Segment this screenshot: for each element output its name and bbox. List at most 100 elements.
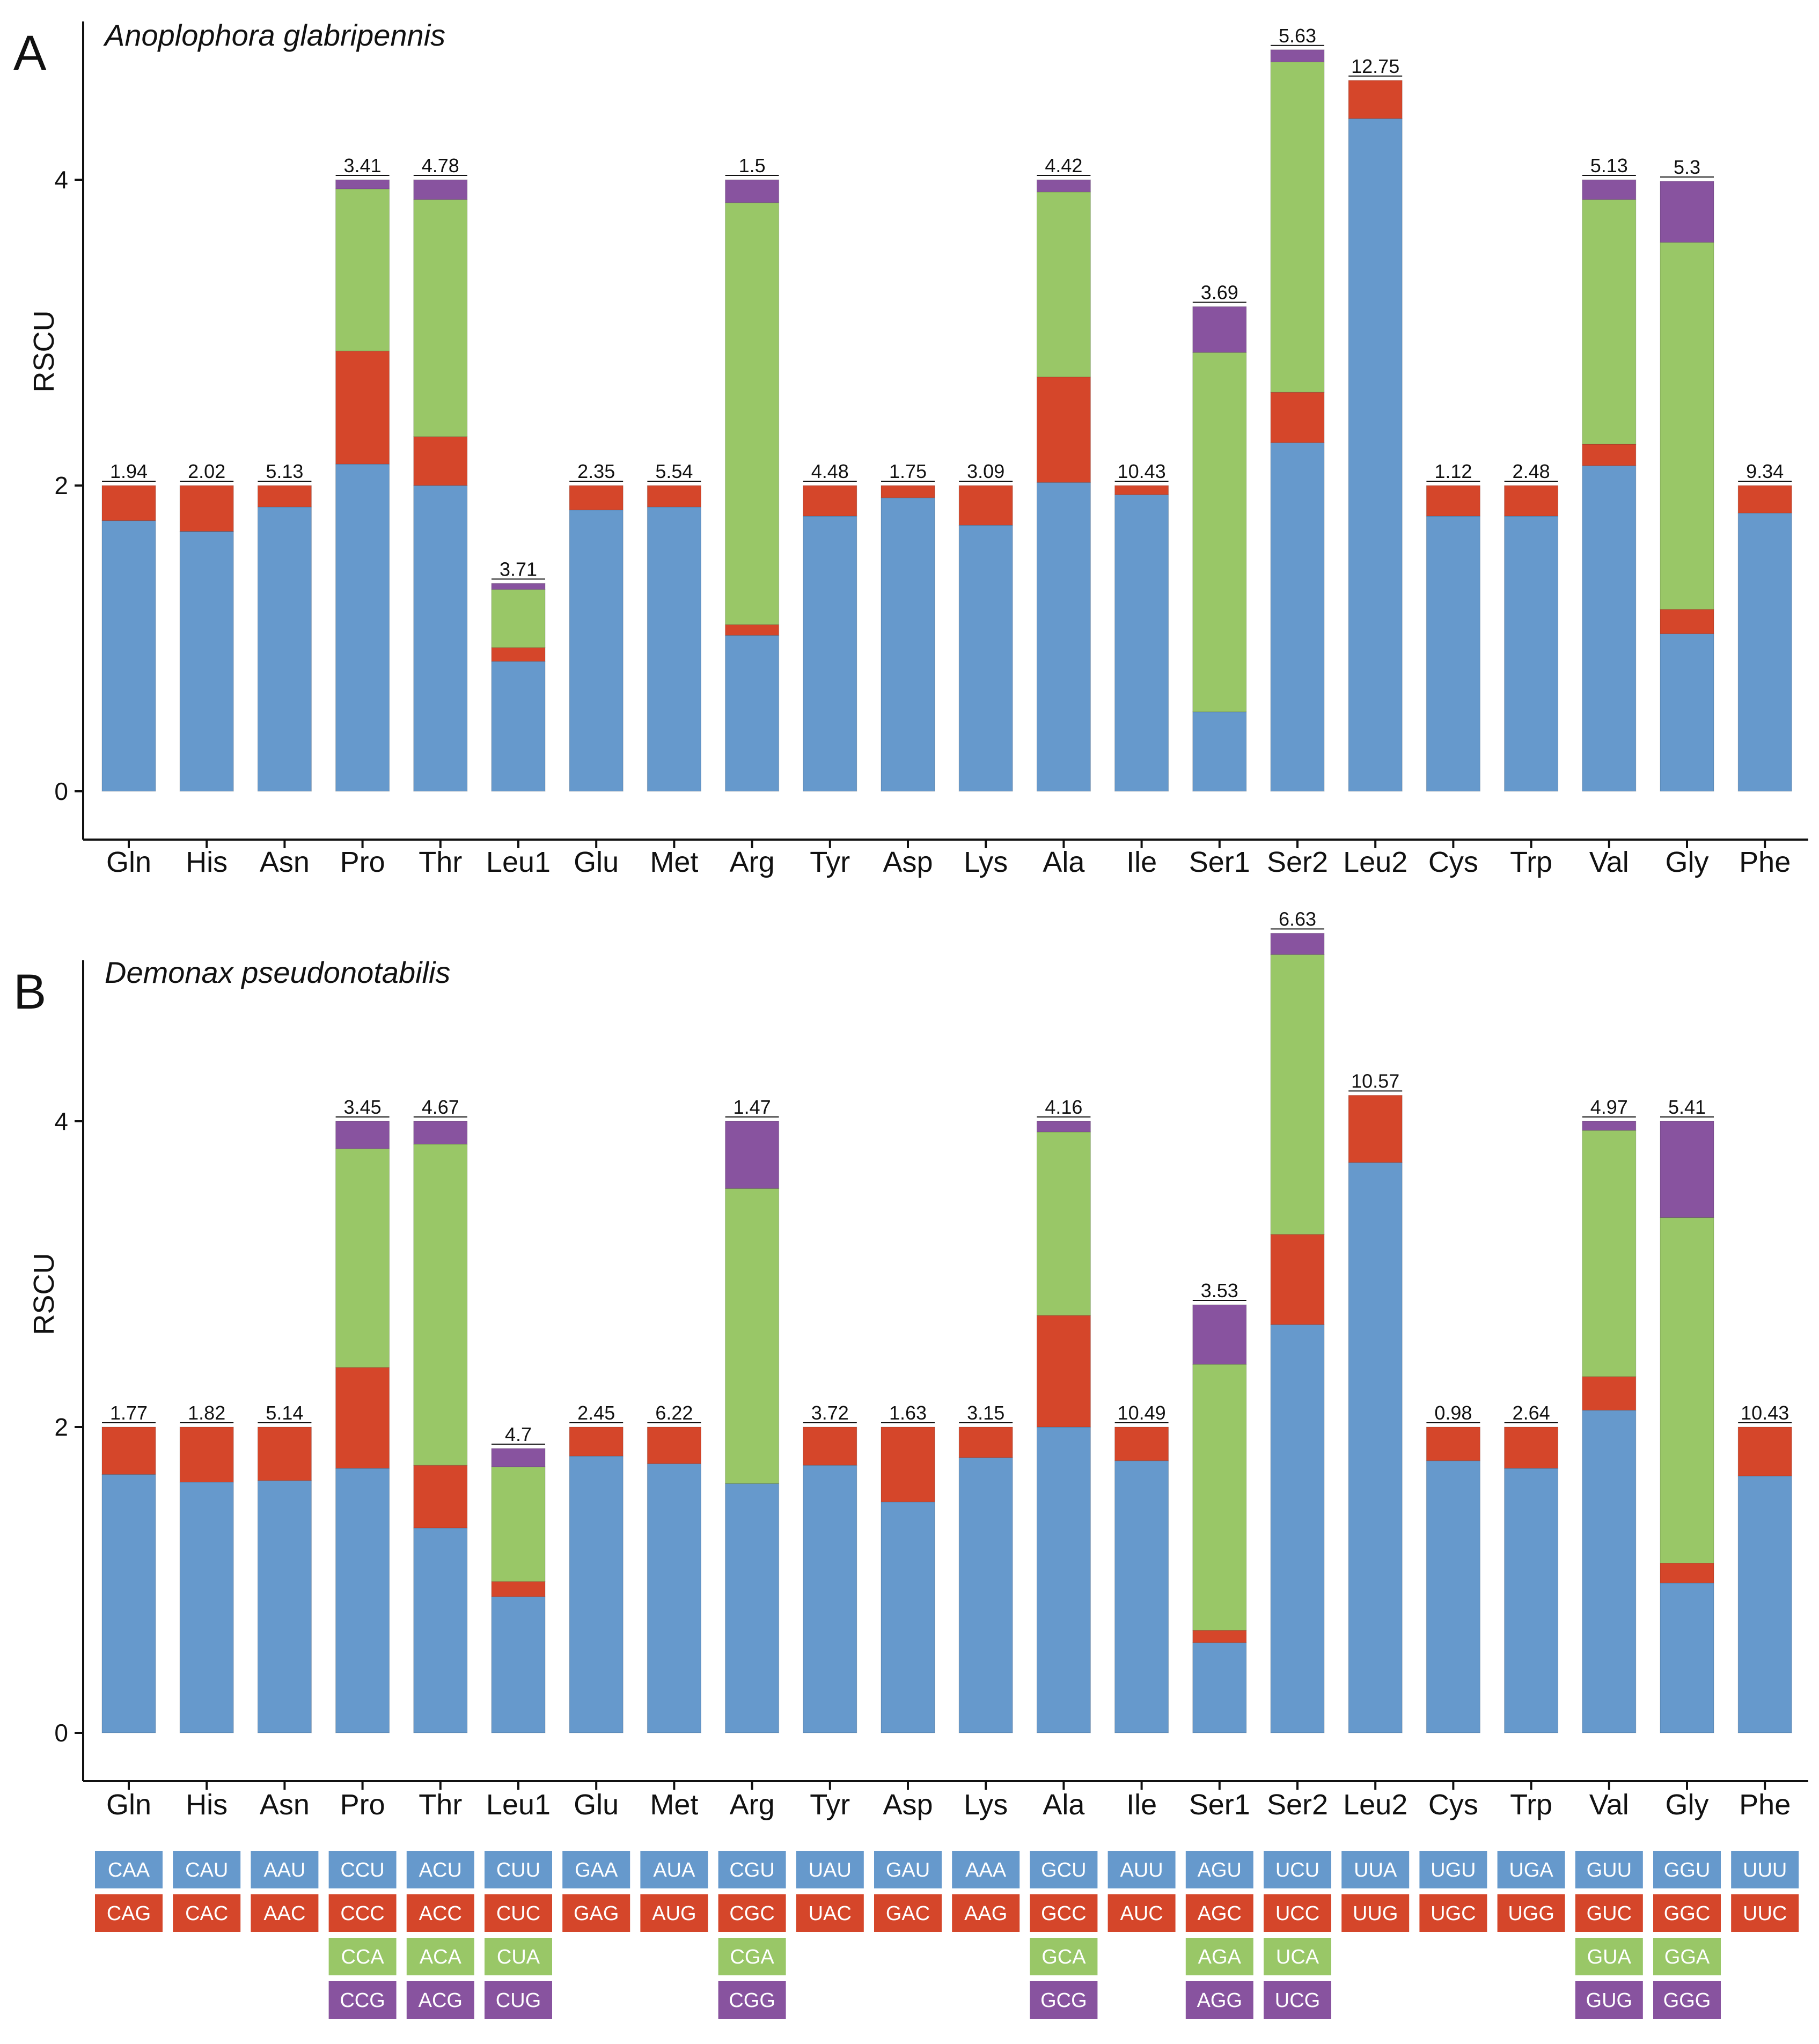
bar-segment-thr-codon1 [413, 1527, 468, 1733]
codon-cell-label: CGG [729, 1989, 775, 2012]
x-tick-label: Glu [574, 1789, 619, 1821]
bar-segment-ser1-codon1 [1192, 1642, 1247, 1733]
x-tick-label: Tyr [810, 1789, 850, 1821]
x-tick-label: Asp [883, 1789, 933, 1821]
bar-segment-gln-codon2 [101, 1427, 156, 1475]
codon-cell-bg [718, 1938, 786, 1975]
panel-title-b: Demonax pseudonotabilis [105, 955, 450, 989]
bar-segment-gly-codon1 [1660, 1583, 1714, 1733]
codon-cell-label: UUU [1743, 1859, 1787, 1881]
bar-segment-met-codon2 [647, 1427, 701, 1464]
x-tick-label: Asn [260, 846, 310, 878]
bar-value-label: 1.12 [1434, 460, 1472, 482]
bar-value-label: 5.41 [1668, 1096, 1706, 1118]
x-tick-label: Leu1 [486, 846, 551, 878]
codon-cell-label: UCU [1275, 1859, 1319, 1881]
codon-cell-bg [640, 1894, 708, 1932]
codon-cell-bg [718, 1894, 786, 1932]
codon-cell-bg [328, 1981, 397, 2019]
codon-cell-bg [1419, 1894, 1487, 1932]
bar-segment-pro-codon3 [335, 188, 390, 351]
codon-cell-label: ACA [420, 1946, 462, 1968]
codon-cell-bg [485, 1851, 552, 1888]
bar-segment-ser2-codon2 [1270, 392, 1325, 443]
y-tick-label: 2 [54, 472, 68, 499]
bar-segment-cys-codon1 [1426, 516, 1480, 792]
bar-segment-val-codon3 [1582, 199, 1637, 445]
bar-value-label: 1.82 [188, 1402, 225, 1424]
bar-value-label: 3.72 [811, 1402, 849, 1424]
codon-cell-bg [251, 1851, 319, 1888]
y-tick-label: 4 [54, 166, 68, 194]
bar-value-label: 2.48 [1513, 460, 1550, 482]
codon-cell-bg [406, 1981, 474, 2019]
bar-segment-ala-codon3 [1036, 192, 1091, 378]
codon-cell-label: CGC [729, 1902, 774, 1925]
codon-cell-label: AGA [1198, 1946, 1242, 1968]
bar-segment-ala-codon4 [1036, 1121, 1091, 1133]
x-tick-label: Gly [1666, 846, 1709, 878]
x-tick-label: Lys [964, 846, 1008, 878]
codon-cell-bg [562, 1851, 630, 1888]
bar-segment-his-codon1 [179, 531, 234, 792]
codon-cell-bg [1185, 1938, 1253, 1975]
codon-cell-bg [1653, 1938, 1721, 1975]
bar-value-label: 4.78 [422, 155, 459, 177]
codon-cell-bg [1653, 1894, 1721, 1932]
bar-segment-lys-codon1 [958, 1457, 1013, 1733]
bar-segment-ile-codon2 [1114, 1427, 1169, 1461]
bar-segment-asn-codon2 [257, 485, 312, 508]
bar-value-label: 2.45 [577, 1402, 615, 1424]
x-tick-label: Tyr [810, 846, 850, 878]
bar-value-label: 3.71 [500, 558, 537, 580]
bar-value-label: 3.15 [967, 1402, 1004, 1424]
bar-segment-pro-codon4 [335, 1121, 390, 1149]
bar-segment-gly-codon4 [1660, 181, 1714, 243]
codon-cell-label: CAA [108, 1859, 150, 1881]
codon-cell-label: UUC [1743, 1902, 1787, 1925]
codon-cell-bg [1185, 1894, 1253, 1932]
bar-value-label: 5.63 [1279, 25, 1316, 47]
bar-value-label: 2.35 [577, 460, 615, 482]
bar-segment-ser1-codon4 [1192, 306, 1247, 353]
bar-segment-pro-codon3 [335, 1148, 390, 1368]
codon-cell-label: AUA [653, 1859, 695, 1881]
codon-cell-bg [1264, 1981, 1331, 2019]
codon-cell-bg [1264, 1894, 1331, 1932]
bar-segment-trp-codon2 [1504, 1427, 1559, 1469]
codon-cell-label: AAU [263, 1859, 305, 1881]
x-tick-label: Gly [1666, 1789, 1709, 1821]
codon-cell-label: UCG [1275, 1989, 1320, 2012]
x-tick-label: Leu2 [1343, 1789, 1407, 1821]
bar-segment-val-codon4 [1582, 179, 1637, 200]
bar-segment-asp-codon2 [881, 1427, 935, 1503]
x-tick-label: Ser1 [1189, 846, 1250, 878]
codon-cell-label: ACG [419, 1989, 463, 2012]
bar-segment-tyr-codon2 [803, 1427, 857, 1466]
codon-cell-bg [1264, 1938, 1331, 1975]
bar-segment-val-codon2 [1582, 1376, 1637, 1411]
codon-cell-label: ACC [419, 1902, 462, 1925]
codon-cell-bg [640, 1851, 708, 1888]
bar-segment-ser2-codon2 [1270, 1234, 1325, 1325]
bar-segment-cys-codon2 [1426, 485, 1480, 517]
bar-segment-gly-codon2 [1660, 1563, 1714, 1584]
bar-segment-ala-codon2 [1036, 1315, 1091, 1428]
bar-value-label: 9.34 [1746, 460, 1784, 482]
codon-cell-label: UCC [1275, 1902, 1319, 1925]
bar-segment-asn-codon1 [257, 506, 312, 792]
bar-segment-leu2-codon2 [1348, 80, 1403, 119]
bar-segment-ser2-codon1 [1270, 442, 1325, 792]
bar-value-label: 5.13 [1590, 155, 1628, 177]
bar-value-label: 4.16 [1045, 1096, 1082, 1118]
bar-segment-gly-codon2 [1660, 609, 1714, 634]
codon-cell-bg [1030, 1894, 1098, 1932]
bar-value-label: 3.45 [344, 1096, 382, 1118]
codon-cell-label: CGU [729, 1859, 774, 1881]
x-tick-label: Thr [419, 846, 462, 878]
bar-segment-met-codon1 [647, 506, 701, 792]
codon-cell-bg [952, 1851, 1020, 1888]
codon-cell-bg [874, 1851, 942, 1888]
codon-cell-bg [1107, 1851, 1176, 1888]
x-tick-label: Gln [106, 1789, 151, 1821]
